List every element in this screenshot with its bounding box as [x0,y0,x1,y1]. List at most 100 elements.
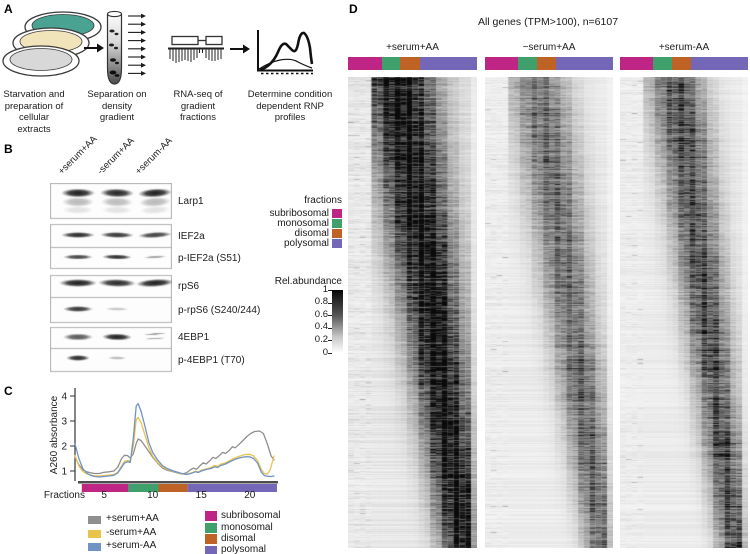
heatmap-column-header: −serum+AA [522,42,576,53]
heatmap-minus-aa [620,77,748,548]
blot-row-label: p-4EBP1 (T70) [178,355,245,366]
series-+serum+AA [74,430,275,475]
blot-row-label: p-IEF2a (S51) [178,253,241,264]
legend-fraction: monosomal [221,521,273,533]
rnp-profile-plot-icon [257,30,314,75]
panel-c-label: C [4,384,13,398]
legend-condition: +serum-AA [106,540,157,551]
x-tick-label: 20 [244,490,256,501]
monosomal-swatch [332,219,342,228]
heatmap-column-header: +serum-AA [658,42,710,53]
y-tick-label: 3 [61,417,67,428]
panel-d-label: D [349,2,358,16]
panel-a-label: A [4,2,13,16]
legend-condition: -serum+AA [106,526,157,538]
disomal-segment [400,57,420,70]
step-caption-determine: Determine condition dependent RNP profil… [247,89,333,123]
fractions-legend-title: fractions [304,195,342,206]
polysomal-segment [419,57,477,70]
fraction-bar [348,57,477,70]
fractions-legend-item: subribosomal [269,208,329,219]
minus-serum-swatch [88,529,101,538]
heatmap-minus-serum [485,77,613,548]
monosomal-bar-segment [128,484,159,492]
monosomal-swatch [205,522,217,533]
fraction-bar [620,57,748,70]
polysomal-segment [556,57,613,70]
heatmap-title: All genes (TPM>100), n=6107 [477,16,619,28]
subribosomal-segment [348,57,382,70]
polysomal-swatch [332,239,342,248]
western-blot-image [50,183,172,373]
blot-row-label: Larp1 [178,196,204,207]
monosomal-segment [653,57,672,70]
monosomal-segment [381,57,401,70]
heatmap-serum-aa [348,77,477,548]
subribosomal-segment [620,57,654,70]
blot-row-label: rpS6 [178,281,200,292]
lane-label-minus-aa: +serum-AA [133,135,175,177]
subribosomal-swatch [205,511,217,521]
step-caption-rnaseq: RNA-seq of gradient fractions [173,89,223,123]
arrow-right-icon [84,43,104,53]
colorbar-tick: 0 [322,347,328,358]
minus-aa-swatch [88,543,101,551]
x-axis-line [78,481,278,484]
polysomal-segment [691,57,748,70]
legend-fraction: disomal [221,533,256,544]
grayscale-colorbar [332,290,343,353]
fraction-arrows-icon [128,13,146,76]
disomal-segment [671,57,691,70]
fractions-legend-item: polysomal [283,238,329,249]
step-caption-starvation: Starvation and preparation of cellular e… [3,89,65,135]
panel-b-label: B [4,142,13,156]
x-tick-label: 5 [101,490,107,501]
arrow-right-icon [230,44,250,54]
disomal-bar-segment [158,484,188,492]
fraction-bar [485,57,613,70]
series-+serum-AA [74,402,275,478]
colorbar-tick: 0.8 [314,296,328,307]
colorbar-tick: 0.6 [314,309,328,320]
y-axis-title: A260 absorbance [49,395,60,474]
colorbar-title: Rel.abundance [274,276,342,287]
serum-aa-swatch [88,516,101,524]
monosomal-segment [518,57,537,70]
colorbar-tick: 0.2 [314,334,328,345]
workflow-schematic [2,10,314,85]
fractions-legend-item: monosomal [277,218,329,229]
legend-condition: +serum+AA [106,513,159,524]
lane-label-serum-aa: +serum+AA [56,133,100,177]
x-tick-label: 10 [147,490,159,501]
legend-fraction: polysomal [221,544,267,554]
gradient-tube-icon [106,10,123,85]
blot-row-label: p-rpS6 (S240/244) [178,305,261,316]
x-tick-label: 15 [196,490,208,501]
heatmap-column-header: +serum+AA [386,42,439,53]
y-tick-label: 4 [61,392,67,403]
subribosomal-swatch [332,209,342,218]
disomal-segment [536,57,556,70]
lane-label-minus-serum: -serum+AA [95,135,137,177]
fractions-legend-item: disomal [294,228,329,239]
rnaseq-reads-icon [168,35,224,63]
blot-row-label: 4EBP1 [178,332,210,343]
blot-row-label: IEF2a [178,231,205,242]
subribosomal-bar-segment [81,484,129,492]
y-tick-label: 2 [61,442,67,453]
disomal-swatch [332,229,342,238]
step-caption-separation: Separation on density gradient [87,89,147,123]
colorbar-tick: 1 [322,284,328,295]
polysomal-swatch [205,545,217,554]
y-tick-label: 1 [61,467,67,478]
x-axis-title: Fractions [44,490,85,501]
petri-dishes-icon [2,11,102,77]
legend-fraction: subribosomal [221,510,281,521]
colorbar-tick: 0.4 [314,321,328,332]
subribosomal-segment [485,57,519,70]
disomal-swatch [205,534,217,544]
series--serum+AA [74,416,275,477]
polysomal-bar-segment [187,484,277,492]
